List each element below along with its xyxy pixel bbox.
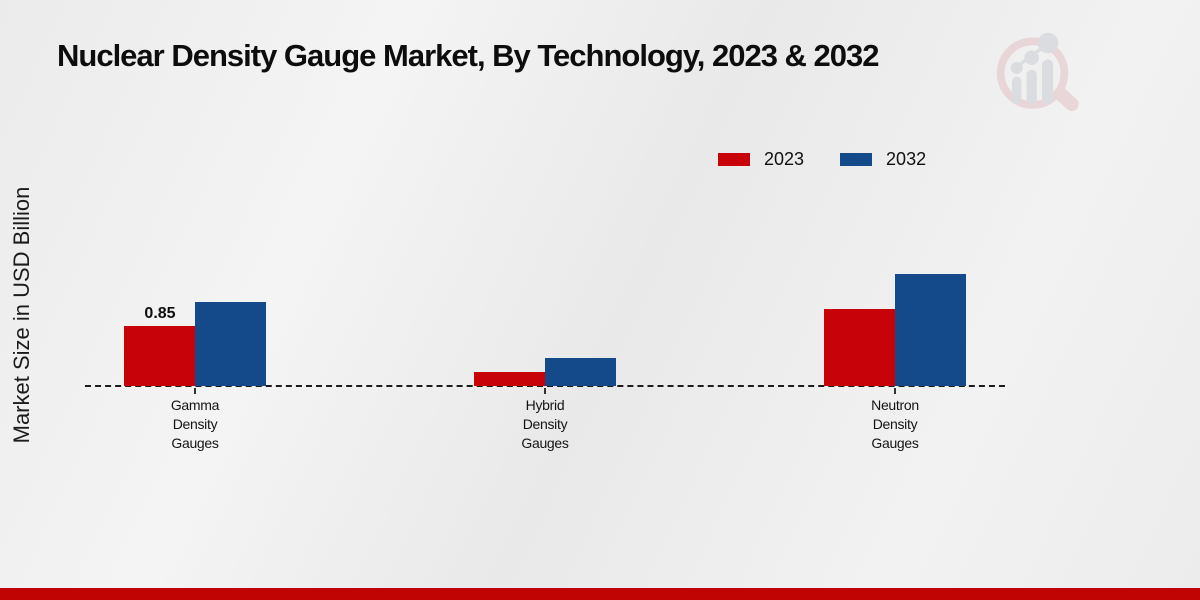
magnifier-bar-chart-logo-icon [996, 32, 1079, 111]
category-tick [194, 388, 196, 394]
footer-accent-bar [0, 588, 1200, 600]
bar-2032-gamma [195, 302, 266, 386]
legend-label-2023: 2023 [764, 149, 805, 169]
bar-2023-neutron [824, 309, 895, 386]
category-label: Gamma Density Gauges [170, 397, 220, 451]
legend-swatch-2023 [718, 153, 750, 166]
category-label: Hybrid Density Gauges [521, 397, 569, 451]
bar-2032-neutron [895, 274, 966, 386]
category-label: Neutron Density Gauges [871, 397, 919, 451]
category-tick [544, 388, 546, 394]
legend-item-2023: 2023 [718, 149, 804, 170]
category-tick [894, 388, 896, 394]
legend-item-2032: 2032 [840, 149, 926, 170]
chart-title: Nuclear Density Gauge Market, By Technol… [57, 38, 880, 73]
bar-value-label: 0.85 [144, 305, 176, 322]
bar-2032-hybrid [545, 358, 616, 386]
bar-2023-gamma [124, 326, 195, 386]
legend-label-2032: 2032 [886, 149, 927, 169]
legend: 2023 2032 [718, 149, 926, 170]
y-axis-label: Market Size in USD Billion [9, 186, 34, 444]
x-axis-baseline [85, 385, 1005, 387]
legend-swatch-2032 [840, 153, 873, 166]
bar-2023-hybrid [474, 372, 545, 386]
